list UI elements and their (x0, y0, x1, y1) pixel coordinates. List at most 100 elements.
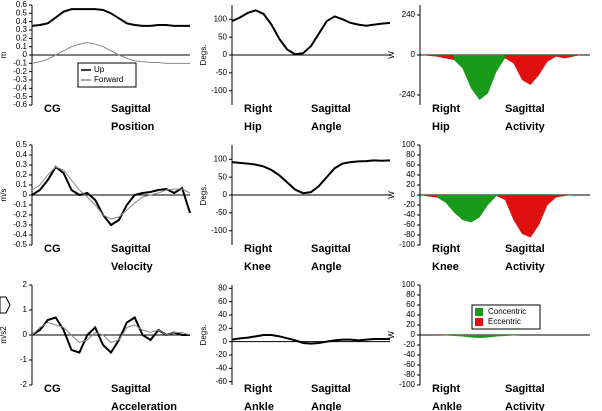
y-tick-label: 0.1 (16, 180, 28, 189)
y-tick-label: -100 (399, 240, 416, 249)
y-tick-label: 0 (411, 190, 416, 199)
y-tick-label: -0.5 (13, 240, 27, 249)
y-tick-label: 0 (223, 50, 228, 59)
y-tick-label: -0.4 (13, 230, 27, 239)
y-tick-label: 0.5 (16, 8, 28, 17)
panel-label: Sagittal (111, 243, 151, 255)
legend-label: Up (94, 65, 105, 74)
panel-label: CG (44, 103, 61, 115)
panel-label: Activity (505, 261, 546, 273)
line (31, 166, 191, 220)
y-tick-label: 0 (23, 50, 28, 59)
y-tick-label: 20 (218, 323, 227, 332)
y-tick-label: -0.1 (13, 58, 27, 67)
y-tick-label: 20 (406, 180, 415, 189)
y-tick-label: 0.2 (16, 170, 28, 179)
y-tick-label: -0.2 (13, 210, 27, 219)
panel-label: Activity (505, 121, 546, 133)
panel-label: Angle (311, 261, 342, 273)
line (31, 165, 191, 227)
panel-label: Sagittal (311, 103, 351, 115)
y-tick-label: 60 (406, 160, 415, 169)
y-tick-label: 0.4 (16, 17, 28, 26)
y-tick-label: -2 (20, 380, 28, 389)
area (454, 55, 505, 100)
y-tick-label: 0.1 (16, 42, 28, 51)
y-axis-label: m (0, 51, 8, 58)
panel-label: Ankle (432, 401, 462, 411)
y-axis-label: Degs. (199, 325, 208, 346)
y-tick-label: 0.3 (16, 25, 28, 34)
panel-label: CG (44, 243, 61, 255)
y-tick-label: 100 (402, 280, 416, 289)
y-tick-label: 0.2 (16, 33, 28, 42)
y-axis-label: m/s (0, 189, 8, 202)
area (437, 195, 497, 223)
panel-label: Activity (505, 401, 546, 411)
y-axis-label: W (387, 191, 396, 199)
area (505, 55, 590, 85)
panel-label: Hip (432, 121, 450, 133)
panel-label: Acceleration (111, 401, 177, 411)
y-tick-label: 80 (218, 283, 227, 292)
panel-label: Right (432, 103, 460, 115)
panel-label: Right (244, 103, 272, 115)
panel-label: Knee (432, 261, 459, 273)
y-tick-label: -60 (403, 360, 415, 369)
area (420, 335, 446, 336)
panel-label: Right (432, 243, 460, 255)
y-axis-label: W (387, 51, 396, 59)
y-tick-label: -1 (20, 355, 28, 364)
legend-swatch (475, 308, 483, 316)
y-tick-label: -0.3 (13, 220, 27, 229)
legend-swatch (475, 318, 483, 326)
panel-label: Position (111, 121, 155, 133)
y-tick-label: 40 (218, 310, 227, 319)
panel-label: Right (244, 243, 272, 255)
y-tick-label: -0.5 (13, 92, 27, 101)
y-tick-label: 60 (406, 300, 415, 309)
y-tick-label: -0.4 (13, 83, 27, 92)
y-tick-label: -40 (403, 350, 415, 359)
y-tick-label: -40 (403, 210, 415, 219)
y-tick-label: -20 (403, 200, 415, 209)
panel-label: Angle (311, 121, 342, 133)
panel-label: CG (44, 383, 61, 395)
y-tick-label: 0 (411, 50, 416, 59)
y-tick-label: -60 (403, 220, 415, 229)
y-tick-label: -0.2 (13, 67, 27, 76)
panel-label: Angle (311, 401, 342, 411)
legend-label: Concentric (488, 307, 526, 316)
area (420, 55, 454, 60)
line (31, 41, 190, 64)
panel-label: Sagittal (111, 103, 151, 115)
y-tick-label: -40 (215, 363, 227, 372)
y-tick-label: 0 (411, 330, 416, 339)
area (445, 335, 522, 338)
side-arrow (0, 296, 11, 314)
y-tick-label: -20 (403, 340, 415, 349)
panel-label: Sagittal (311, 243, 351, 255)
panel-label: Sagittal (311, 383, 351, 395)
panel-label: Knee (244, 261, 271, 273)
line (231, 334, 390, 345)
line (31, 321, 191, 344)
y-tick-label: -100 (399, 380, 416, 389)
panel-label: Right (432, 383, 460, 395)
y-tick-label: 100 (402, 140, 416, 149)
y-tick-label: 100 (214, 154, 228, 163)
panel-label: Hip (244, 121, 262, 133)
y-tick-label: -50 (215, 68, 227, 77)
y-tick-label: -60 (215, 377, 227, 386)
legend-label: Forward (94, 75, 123, 84)
y-tick-label: 80 (406, 150, 415, 159)
y-tick-label: 240 (402, 10, 416, 19)
legend-box (471, 304, 541, 330)
y-tick-label: 50 (218, 172, 227, 181)
y-axis-label: m/s2 (0, 326, 8, 344)
y-tick-label: 0.5 (16, 140, 28, 149)
y-tick-label: -80 (403, 370, 415, 379)
y-axis-label: Degs. (199, 185, 208, 206)
y-tick-label: -100 (211, 86, 228, 95)
legend-label: Eccentric (488, 317, 521, 326)
